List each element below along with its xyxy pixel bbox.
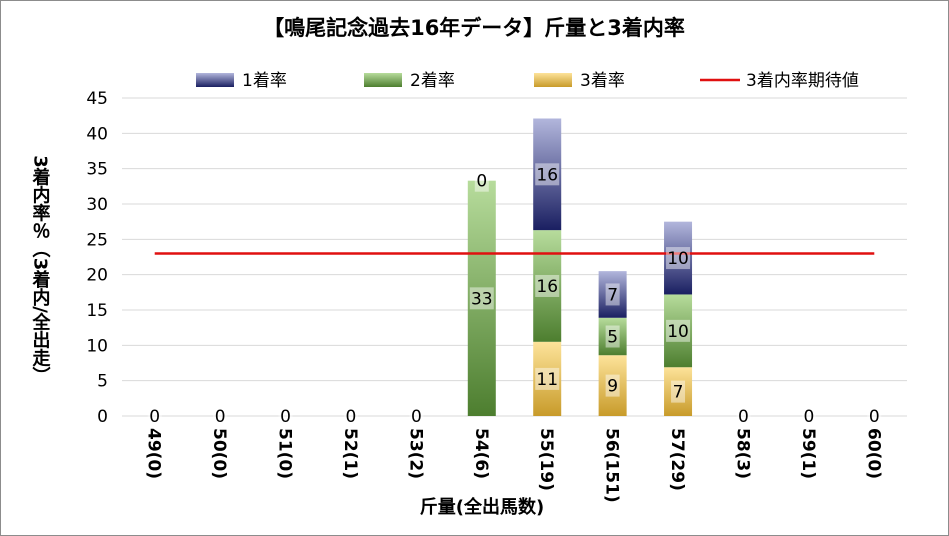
x-tick-label: 55(19)	[536, 428, 556, 491]
data-label-bg	[666, 319, 691, 342]
data-label: 7	[673, 383, 684, 403]
bar-segment	[598, 271, 627, 318]
data-label-bg	[409, 405, 424, 427]
y-tick-label: 15	[86, 301, 108, 321]
y-tick-label: 40	[86, 124, 108, 144]
x-tick-label: 53(2)	[405, 428, 425, 479]
data-label: 0	[869, 407, 880, 427]
y-tick-label: 0	[97, 407, 108, 427]
data-label-bg	[671, 380, 686, 403]
legend-label: 1着率	[242, 71, 287, 91]
gridlines	[122, 97, 907, 417]
data-label: 0	[346, 407, 357, 427]
y-tick-label: 45	[86, 89, 108, 109]
bar-segment	[598, 355, 627, 416]
data-label: 7	[607, 285, 618, 305]
data-label-bg	[474, 169, 489, 192]
data-label: 10	[667, 249, 689, 269]
data-labels: 11 9 7 0 0 0 0 0 33 16 5 10 0 0 0 0 16 7 10	[147, 163, 882, 427]
x-tick-label: 50(0)	[209, 428, 229, 479]
data-label: 0	[149, 407, 160, 427]
y-tick-label: 5	[97, 372, 108, 392]
x-tick-label: 60(0)	[863, 428, 883, 479]
bar-segment	[533, 230, 562, 342]
x-tick-label: 54(6)	[471, 428, 491, 479]
data-label: 0	[476, 172, 487, 192]
y-tick-label: 30	[86, 195, 108, 215]
data-label-bg	[736, 405, 751, 427]
data-label: 0	[280, 407, 291, 427]
data-label-bg	[605, 325, 620, 348]
legend-label: 3着率	[580, 71, 625, 91]
x-tick-label: 52(1)	[340, 428, 360, 479]
data-label-bg	[535, 163, 560, 186]
data-label-bg	[867, 405, 882, 427]
data-label-bg	[469, 287, 494, 310]
data-label-bg	[213, 405, 228, 427]
data-label: 10	[667, 322, 689, 342]
data-label-bg	[605, 283, 620, 306]
bar-segment	[533, 118, 562, 231]
y-axis-title: 3着内率％（3着内/全出走）	[30, 155, 52, 385]
bar-segment	[664, 367, 693, 416]
legend-label: 2着率	[410, 71, 455, 91]
data-label-bg	[278, 405, 293, 427]
data-label-bg	[343, 405, 358, 427]
y-tick-label: 20	[86, 266, 108, 286]
data-label: 0	[215, 407, 226, 427]
data-label-bg	[666, 247, 691, 270]
data-label: 16	[536, 277, 558, 297]
x-axis-ticks: 49(0) 50(0) 51(0) 52(1) 53(2) 54(6) 55(19) 56(1…	[144, 428, 884, 503]
legend-swatch	[364, 73, 402, 87]
data-label: 0	[803, 407, 814, 427]
data-label-bg	[801, 405, 816, 427]
bar-segment	[467, 180, 496, 416]
bars	[467, 118, 693, 416]
bar-segment	[664, 294, 693, 368]
data-label: 5	[607, 328, 618, 348]
legend-label: 3着内率期待値	[746, 71, 859, 91]
x-tick-label: 59(1)	[798, 428, 818, 479]
y-tick-label: 25	[86, 230, 108, 250]
chart-title: 【鳴尾記念過去16年データ】斤量と3着内率	[263, 16, 685, 40]
legend: 1着率 2着率 3着率 3着内率期待値	[196, 71, 859, 91]
legend-swatch	[534, 73, 572, 87]
data-label: 0	[738, 407, 749, 427]
data-label-bg	[535, 274, 560, 297]
x-tick-label: 51(0)	[275, 428, 295, 479]
x-axis-title: 斤量(全出馬数)	[420, 496, 544, 518]
x-tick-label: 57(29)	[667, 428, 687, 491]
data-label: 9	[607, 377, 618, 397]
data-label: 0	[411, 407, 422, 427]
x-tick-label: 49(0)	[144, 428, 164, 479]
y-tick-label: 10	[86, 336, 108, 356]
data-label-bg	[147, 405, 162, 427]
bar-segment	[664, 221, 693, 295]
legend-swatch	[196, 73, 234, 87]
data-label-bg	[605, 374, 620, 397]
bar-segment	[598, 317, 627, 356]
y-axis-ticks: 0 5 10 15 20 25 30 35 40 45	[86, 89, 108, 427]
data-label-bg	[535, 367, 560, 390]
x-tick-label: 58(3)	[732, 428, 752, 479]
y-tick-label: 35	[86, 160, 108, 180]
data-label: 11	[536, 370, 558, 390]
bar-segment	[533, 341, 562, 416]
x-tick-label: 56(151)	[602, 428, 622, 503]
data-label: 33	[471, 289, 493, 309]
data-label: 16	[536, 165, 558, 185]
